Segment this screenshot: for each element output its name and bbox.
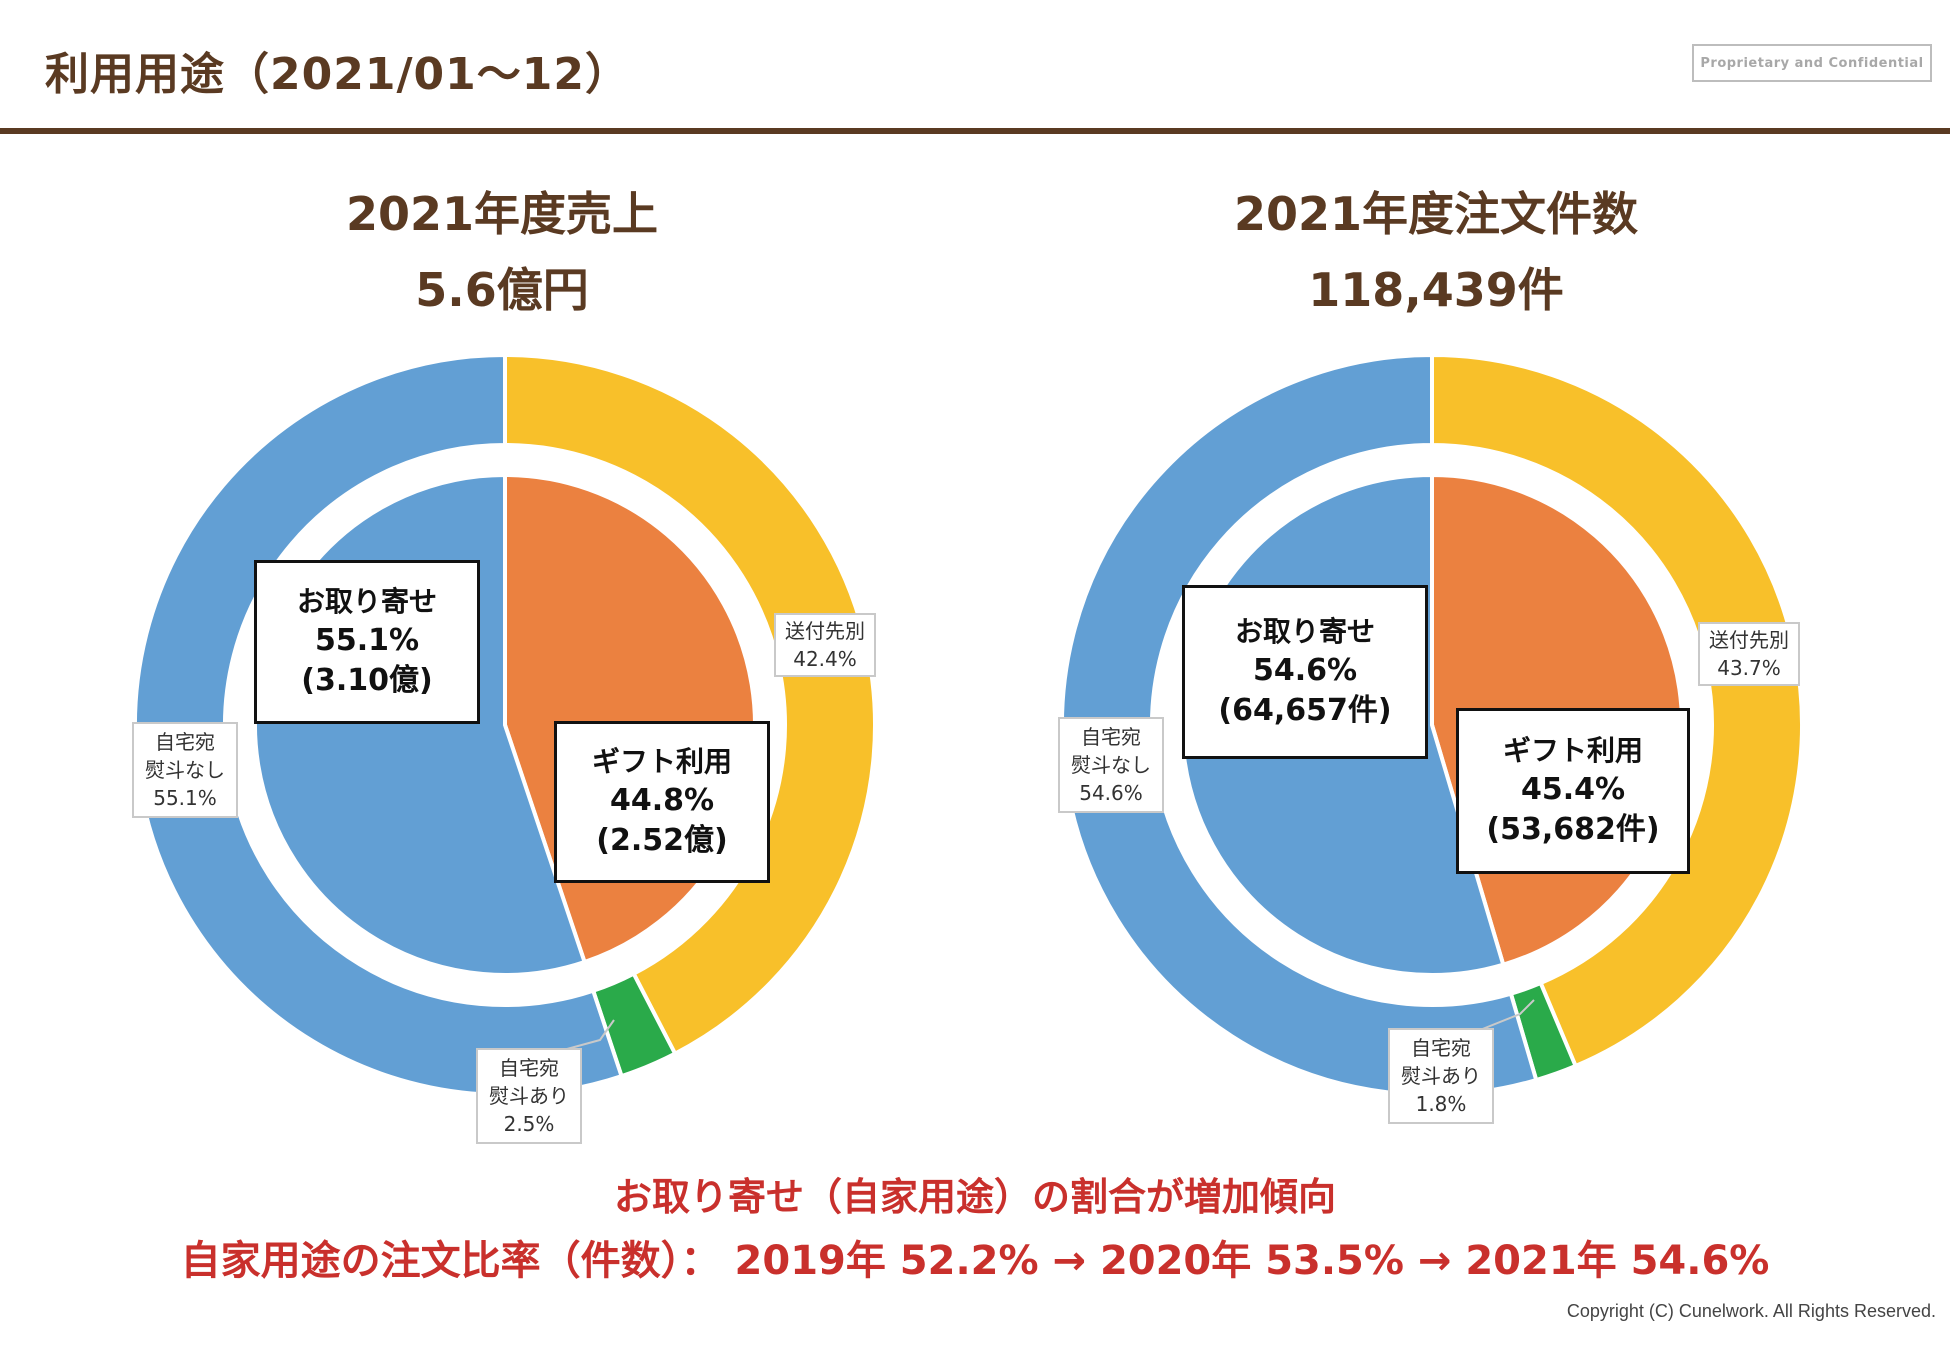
chart2-title: 2021年度注文件数	[1233, 187, 1639, 241]
chart2-home-noshi-pointer	[1469, 999, 1535, 1035]
chart2-gift-ship-line1: 送付先別	[1709, 628, 1789, 652]
chart2-otoriyose-amount: (64,657件)	[1218, 693, 1392, 728]
chart2-label-home-no-noshi: 自宅宛 熨斗なし 54.6%	[1058, 717, 1164, 813]
chart1-home-noshi-percent: 2.5%	[503, 1112, 555, 1136]
confidential-badge: Proprietary and Confidential	[1692, 44, 1932, 82]
chart2-label-gift-ship: 送付先別 43.7%	[1698, 622, 1800, 686]
chart2-gift-ship-percent: 43.7%	[1717, 656, 1781, 680]
chart1-otoriyose-amount: (3.10億)	[301, 663, 433, 698]
chart1-gift-name: ギフト利用	[591, 745, 732, 778]
chart2-gift-amount: (53,682件)	[1486, 812, 1660, 847]
chart1-gift-amount: (2.52億)	[596, 823, 728, 858]
chart2-label-home-noshi: 自宅宛 熨斗あり 1.8%	[1388, 1028, 1494, 1124]
chart2-home-noshi-line1: 自宅宛	[1411, 1036, 1471, 1060]
chart2-otoriyose-percent: 54.6%	[1252, 653, 1358, 688]
chart1-callout-gift: ギフト利用 44.8% (2.52億)	[554, 721, 770, 883]
chart1-gift-ship-percent: 42.4%	[793, 647, 857, 671]
chart1-home-no-noshi-line2: 熨斗なし	[145, 758, 225, 782]
chart2-home-no-noshi-line2: 熨斗なし	[1071, 753, 1151, 777]
chart1-subtitle: 5.6億円	[415, 263, 589, 317]
chart2-callout-gift: ギフト利用 45.4% (53,682件)	[1456, 708, 1690, 874]
chart2-gift-percent: 45.4%	[1520, 772, 1626, 807]
chart2-callout-otoriyose: お取り寄せ 54.6% (64,657件)	[1182, 585, 1428, 759]
copyright: Copyright (C) Cunelwork. All Rights Rese…	[1566, 1301, 1936, 1321]
note-trend: お取り寄せ（自家用途）の割合が増加傾向	[613, 1175, 1336, 1219]
chart1-home-no-noshi-line1: 自宅宛	[155, 730, 215, 754]
chart2-outer-slice-home-no-noshi	[1060, 352, 1539, 1097]
chart1-gift-ship-line1: 送付先別	[785, 619, 865, 643]
chart1-outer-slice-home-no-noshi	[133, 352, 625, 1097]
chart1-gift-percent: 44.8%	[609, 783, 715, 818]
chart1-otoriyose-name: お取り寄せ	[296, 585, 437, 618]
chart1-outer-slice-gift-ship	[503, 352, 877, 1057]
header-divider	[0, 128, 1950, 134]
chart2-home-noshi-percent: 1.8%	[1415, 1092, 1467, 1116]
chart1-label-home-noshi: 自宅宛 熨斗あり 2.5%	[476, 1048, 582, 1144]
chart2-home-no-noshi-line1: 自宅宛	[1081, 725, 1141, 749]
chart1-label-home-no-noshi: 自宅宛 熨斗なし 55.1%	[132, 722, 238, 818]
chart2-home-no-noshi-percent: 54.6%	[1079, 781, 1143, 805]
chart2-outer-slice-gift-ship	[1430, 352, 1804, 1069]
chart2-gift-name: ギフト利用	[1502, 734, 1643, 767]
chart2-subtitle: 118,439件	[1308, 263, 1564, 317]
chart1-home-noshi-line2: 熨斗あり	[489, 1084, 569, 1108]
chart1-title: 2021年度売上	[345, 187, 659, 241]
chart2-otoriyose-name: お取り寄せ	[1234, 615, 1375, 648]
page-title: 利用用途（2021/01〜12）	[45, 49, 630, 100]
chart1-otoriyose-percent: 55.1%	[314, 623, 420, 658]
chart1-home-no-noshi-percent: 55.1%	[153, 786, 217, 810]
chart1-callout-otoriyose: お取り寄せ 55.1% (3.10億)	[254, 560, 480, 724]
chart2-home-noshi-line2: 熨斗あり	[1401, 1064, 1481, 1088]
note-ratio: 自家用途の注文比率（件数）： 2019年 52.2% → 2020年 53.5%…	[180, 1238, 1770, 1284]
chart1-label-gift-ship: 送付先別 42.4%	[774, 613, 876, 677]
chart1-home-noshi-line1: 自宅宛	[499, 1056, 559, 1080]
